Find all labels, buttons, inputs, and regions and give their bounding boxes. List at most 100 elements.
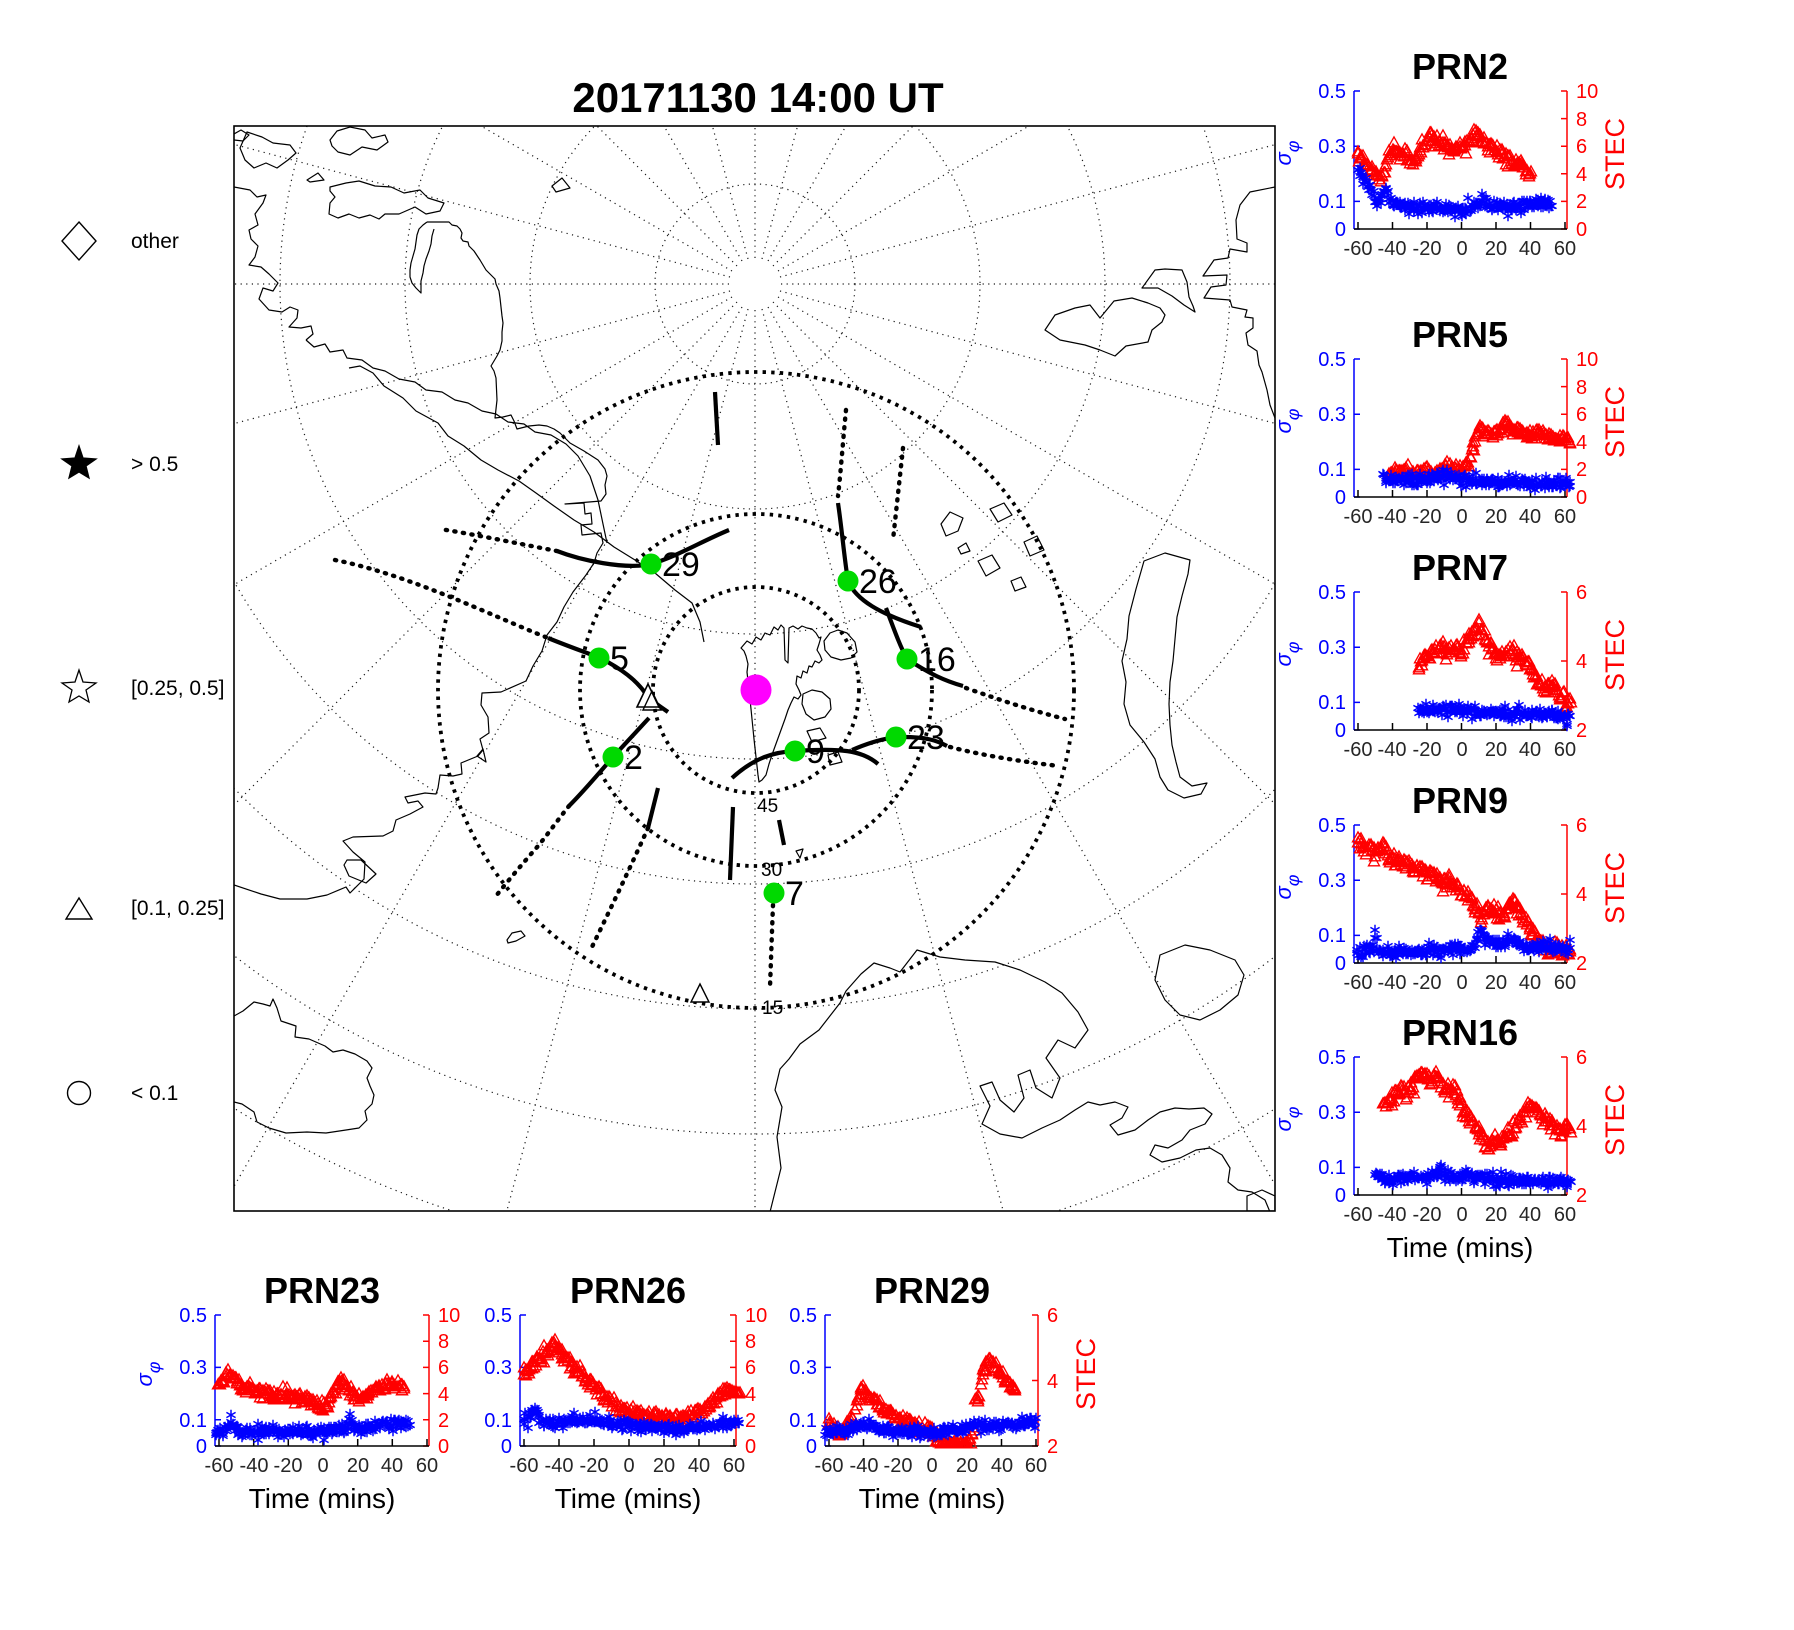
svg-text:4: 4 — [1576, 1116, 1587, 1138]
svg-text:2: 2 — [1576, 953, 1587, 975]
svg-text:4: 4 — [438, 1384, 449, 1406]
svg-text:23: 23 — [907, 719, 945, 757]
svg-text:40: 40 — [1519, 1204, 1541, 1226]
svg-text:0: 0 — [1576, 219, 1587, 241]
svg-text:0.3: 0.3 — [1318, 1102, 1346, 1124]
svg-text:-20: -20 — [1413, 739, 1442, 761]
svg-text:0.1: 0.1 — [1318, 459, 1346, 481]
svg-text:0.5: 0.5 — [1318, 815, 1346, 837]
svg-text:20171130 14:00 UT: 20171130 14:00 UT — [572, 74, 944, 121]
svg-text:0: 0 — [1335, 487, 1346, 509]
svg-text:0: 0 — [1335, 1185, 1346, 1207]
svg-text:8: 8 — [745, 1331, 756, 1353]
svg-text:60: 60 — [1554, 238, 1576, 260]
svg-text:0: 0 — [806, 1436, 817, 1458]
svg-text:4: 4 — [1576, 432, 1587, 454]
svg-text:20: 20 — [956, 1455, 978, 1477]
svg-text:-60: -60 — [815, 1455, 844, 1477]
svg-text:40: 40 — [1519, 238, 1541, 260]
svg-text:0.1: 0.1 — [1318, 925, 1346, 947]
svg-text:6: 6 — [1576, 815, 1587, 837]
svg-text:0: 0 — [1576, 487, 1587, 509]
svg-text:0: 0 — [623, 1455, 634, 1477]
svg-text:60: 60 — [1554, 1204, 1576, 1226]
svg-text:-60: -60 — [1344, 506, 1373, 528]
svg-text:-20: -20 — [1413, 1204, 1442, 1226]
svg-text:0.3: 0.3 — [1318, 404, 1346, 426]
svg-text:-20: -20 — [580, 1455, 609, 1477]
svg-text:6: 6 — [1047, 1305, 1058, 1327]
svg-text:40: 40 — [688, 1455, 710, 1477]
svg-text:6: 6 — [438, 1357, 449, 1379]
svg-text:PRN7: PRN7 — [1412, 547, 1508, 588]
svg-text:40: 40 — [1519, 506, 1541, 528]
svg-text:> 0.5: > 0.5 — [131, 453, 178, 476]
svg-text:0.1: 0.1 — [1318, 191, 1346, 213]
svg-text:0: 0 — [317, 1455, 328, 1477]
svg-text:60: 60 — [1554, 972, 1576, 994]
svg-text:PRN5: PRN5 — [1412, 314, 1508, 355]
svg-text:0: 0 — [1335, 219, 1346, 241]
svg-text:STEC: STEC — [1600, 852, 1630, 924]
svg-text:-40: -40 — [1378, 739, 1407, 761]
svg-text:15: 15 — [762, 998, 783, 1019]
svg-text:20: 20 — [1485, 238, 1507, 260]
svg-text:8: 8 — [1576, 377, 1587, 399]
svg-text:0.3: 0.3 — [1318, 870, 1346, 892]
svg-text:0.3: 0.3 — [484, 1357, 512, 1379]
svg-text:0.1: 0.1 — [1318, 1157, 1346, 1179]
svg-text:4: 4 — [745, 1384, 756, 1406]
svg-text:16: 16 — [918, 641, 956, 679]
svg-text:20: 20 — [1485, 506, 1507, 528]
svg-text:60: 60 — [1554, 739, 1576, 761]
svg-text:7: 7 — [785, 875, 804, 913]
svg-text:-60: -60 — [205, 1455, 234, 1477]
svg-text:PRN9: PRN9 — [1412, 780, 1508, 821]
svg-text:-40: -40 — [545, 1455, 574, 1477]
svg-text:0.5: 0.5 — [179, 1305, 207, 1327]
svg-text:-60: -60 — [1344, 1204, 1373, 1226]
svg-text:STEC: STEC — [1071, 1338, 1101, 1410]
svg-text:60: 60 — [1025, 1455, 1047, 1477]
svg-text:0.3: 0.3 — [1318, 136, 1346, 158]
svg-text:60: 60 — [1554, 506, 1576, 528]
svg-text:40: 40 — [381, 1455, 403, 1477]
svg-text:PRN29: PRN29 — [874, 1270, 990, 1311]
svg-text:10: 10 — [1576, 81, 1598, 103]
svg-text:-60: -60 — [1344, 972, 1373, 994]
svg-text:other: other — [131, 230, 179, 253]
svg-text:Time (mins): Time (mins) — [555, 1483, 702, 1514]
svg-text:0.5: 0.5 — [1318, 81, 1346, 103]
svg-text:0.3: 0.3 — [179, 1357, 207, 1379]
svg-text:20: 20 — [653, 1455, 675, 1477]
svg-text:0.5: 0.5 — [484, 1305, 512, 1327]
svg-text:-40: -40 — [850, 1455, 879, 1477]
svg-text:0.3: 0.3 — [789, 1357, 817, 1379]
svg-text:26: 26 — [859, 563, 897, 601]
svg-text:29: 29 — [662, 546, 700, 584]
svg-text:[0.1, 0.25]: [0.1, 0.25] — [131, 897, 224, 920]
svg-text:0: 0 — [745, 1436, 756, 1458]
svg-text:2: 2 — [1576, 191, 1587, 213]
svg-text:< 0.1: < 0.1 — [131, 1082, 178, 1105]
svg-text:-40: -40 — [1378, 506, 1407, 528]
svg-text:PRN16: PRN16 — [1402, 1012, 1518, 1053]
svg-text:4: 4 — [1576, 651, 1587, 673]
svg-text:0: 0 — [1456, 238, 1467, 260]
svg-text:0.1: 0.1 — [1318, 692, 1346, 714]
svg-text:4: 4 — [1576, 884, 1587, 906]
svg-text:-40: -40 — [1378, 972, 1407, 994]
svg-text:0.1: 0.1 — [789, 1410, 817, 1432]
svg-text:Time (mins): Time (mins) — [249, 1483, 396, 1514]
svg-text:10: 10 — [1576, 349, 1598, 371]
svg-text:-60: -60 — [1344, 739, 1373, 761]
svg-text:0: 0 — [1335, 720, 1346, 742]
svg-text:20: 20 — [1485, 1204, 1507, 1226]
svg-text:Time (mins): Time (mins) — [1387, 1232, 1534, 1263]
svg-text:0.5: 0.5 — [1318, 1047, 1346, 1069]
svg-text:2: 2 — [1576, 459, 1587, 481]
svg-text:0.5: 0.5 — [1318, 349, 1346, 371]
svg-text:2: 2 — [1047, 1436, 1058, 1458]
svg-text:-20: -20 — [1413, 238, 1442, 260]
svg-text:6: 6 — [1576, 1047, 1587, 1069]
